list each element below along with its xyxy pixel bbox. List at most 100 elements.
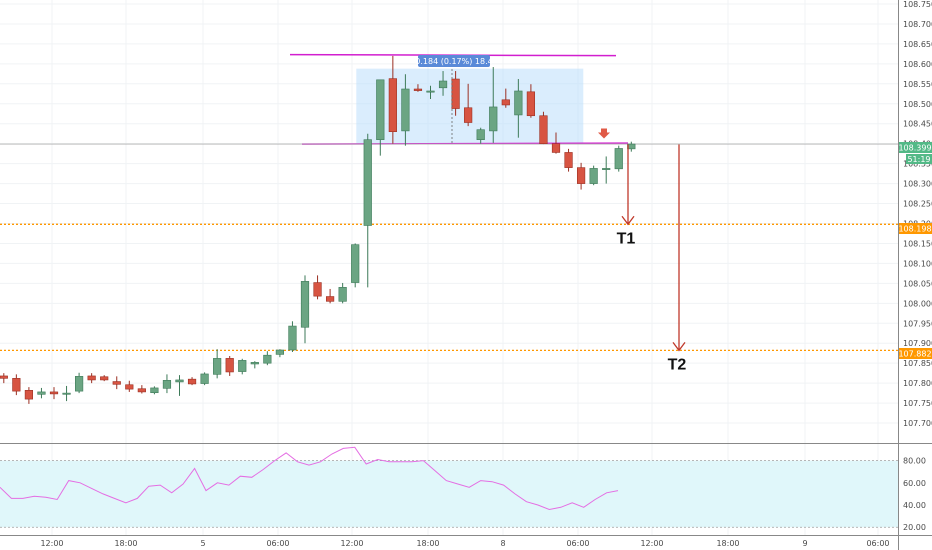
candle: [37, 387, 46, 399]
target-2-arrow[interactable]: [672, 144, 686, 352]
target-1-arrow[interactable]: [621, 144, 635, 226]
target-2-label: T2: [668, 356, 687, 373]
measure-label-text: 0.184 (0.17%) 18.4: [415, 57, 492, 66]
candle-body: [489, 106, 498, 132]
candle: [0, 373, 8, 384]
candle-body: [338, 287, 347, 302]
rsi-tick-label: 80.00: [903, 457, 926, 466]
rsi-tick-label: 20.00: [903, 523, 926, 532]
candle: [100, 375, 109, 382]
candle: [564, 148, 573, 172]
candle-body: [0, 375, 8, 379]
candle-body: [150, 387, 159, 394]
rsi-axis[interactable]: 80.00 60.00 40.00 20.00: [903, 457, 926, 533]
candle-body: [413, 88, 423, 91]
candle: [225, 355, 234, 376]
candle-body: [464, 107, 473, 123]
candle: [250, 361, 259, 369]
price-tick-label: 108.650: [903, 40, 932, 49]
candle: [501, 88, 510, 108]
candle-body: [501, 99, 510, 106]
measure-label: 0.184 (0.17%) 18.4: [415, 55, 493, 67]
candle-body: [614, 148, 623, 170]
price-tick-label: 108.250: [903, 200, 932, 209]
candle: [162, 374, 172, 394]
candle: [24, 387, 34, 404]
candle: [125, 380, 134, 392]
candle-body: [12, 378, 21, 392]
candle-body: [100, 376, 109, 381]
candle-body: [564, 152, 573, 168]
time-tick-label: 06:00: [266, 539, 289, 548]
candle: [213, 349, 222, 379]
price-tick-label: 107.700: [903, 419, 932, 428]
price-tick-label: 108.750: [903, 0, 932, 9]
candle-body: [551, 143, 561, 153]
time-tick-label: 12:00: [40, 539, 63, 548]
candle-body: [175, 379, 184, 383]
candle-body: [137, 388, 146, 393]
time-tick-label: 8: [500, 539, 505, 548]
candle: [112, 376, 121, 390]
candle-body: [576, 167, 586, 184]
time-axis[interactable]: 12:00 18:00 5 06:00 12:00 18:00 8 06:00 12:00 18:…: [40, 539, 889, 548]
price-tick-label: 108.150: [903, 239, 932, 248]
price-tick-label: 107.950: [903, 319, 932, 328]
candle: [489, 67, 498, 143]
candle: [175, 375, 184, 396]
price-axis[interactable]: 108.750 108.700 108.650 108.600 108.550 108.5…: [903, 0, 932, 428]
entry-arrow-icon: [598, 128, 610, 139]
candlestick-series: [0, 55, 636, 404]
time-tick-label: 06:00: [866, 539, 889, 548]
candle-countdown-value: 51:19: [907, 155, 930, 164]
candle-body: [275, 349, 285, 355]
candle: [62, 385, 71, 402]
candle-body: [238, 360, 247, 372]
price-tick-label: 108.600: [903, 60, 932, 69]
candle: [12, 374, 21, 396]
price-tick-label: 108.450: [903, 120, 932, 129]
level-1-value: 108.198: [898, 225, 931, 234]
candle: [275, 349, 285, 358]
rsi-band: [0, 460, 898, 528]
candle-body: [376, 79, 385, 140]
candle: [476, 127, 485, 144]
time-tick-label: 12:00: [640, 539, 663, 548]
candle-body: [300, 281, 310, 328]
candle: [576, 162, 586, 190]
candle-body: [351, 244, 360, 283]
candle-body: [49, 391, 59, 395]
candle-body: [162, 380, 172, 389]
price-tick-label: 108.100: [903, 259, 932, 268]
candle-body: [37, 391, 46, 395]
candle-body: [401, 88, 410, 132]
candle: [75, 372, 84, 394]
candle-body: [325, 296, 335, 302]
candle: [87, 373, 96, 384]
candle: [313, 275, 322, 300]
candle-body: [388, 78, 397, 133]
candle: [514, 79, 523, 138]
time-tick-label: 06:00: [566, 539, 589, 548]
candle-body: [539, 115, 548, 144]
rsi-line[interactable]: [0, 446, 619, 511]
candle-body: [451, 78, 460, 109]
candle-body: [250, 362, 259, 365]
candle: [200, 372, 209, 386]
price-tick-label: 108.500: [903, 100, 932, 109]
candle: [602, 156, 611, 184]
candle: [187, 377, 197, 386]
time-tick-label: 18:00: [716, 539, 739, 548]
candle: [351, 243, 360, 288]
candle-body: [75, 376, 84, 392]
time-tick-label: 5: [200, 539, 205, 548]
candle-body: [426, 90, 435, 93]
candle: [150, 386, 159, 395]
candle-body: [263, 354, 272, 364]
price-tick-label: 108.550: [903, 80, 932, 89]
price-tick-label: 108.350: [903, 160, 932, 169]
price-tick-label: 108.050: [903, 279, 932, 288]
candle: [288, 321, 297, 353]
candle: [551, 132, 561, 154]
